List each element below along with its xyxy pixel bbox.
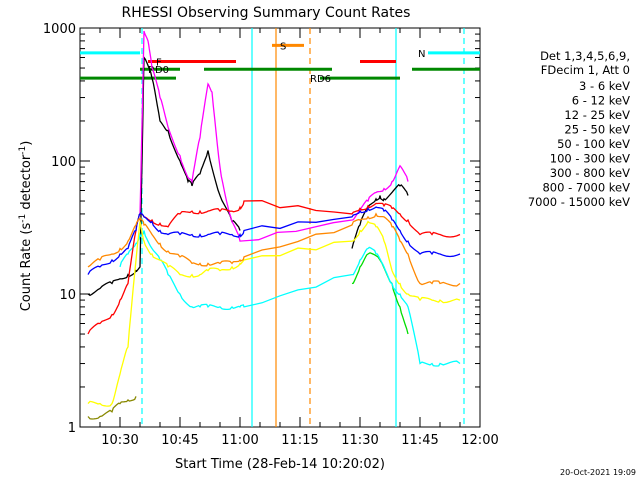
series-line [119,230,461,367]
state-bar-label: S [280,41,286,52]
y-axis-label-main: Count Rate (s [19,223,34,312]
legend-entry: 800 - 7000 keV [542,181,630,195]
state-bar-label: RD0 [148,65,169,76]
legend-entry: 300 - 800 keV [550,166,630,180]
plot-series [87,30,461,420]
series-line [87,206,461,275]
series-line [87,220,461,407]
legend-entry: 6 - 12 keV [572,94,630,108]
series-line [139,30,409,242]
y-axis-label: Count Rate (s-1 detector-1) [18,141,34,312]
legend-entry: 3 - 6 keV [579,79,630,93]
series-line [351,183,409,249]
x-tick-label: 11:45 [401,433,438,448]
state-bar-label: F [156,57,162,68]
y-tick-label: 10 [59,288,76,303]
y-axis-label-end: ) [19,141,34,146]
x-tick-label: 11:30 [341,433,378,448]
series-line [351,252,409,335]
series-line [87,200,461,335]
y-axis-label-sup1: -1 [18,214,28,223]
timestamp: 20-Oct-2021 19:09 [560,468,636,477]
y-axis-label-tail: detector [19,154,34,214]
state-bar-label: N [418,49,425,60]
x-tick-label: 12:00 [461,433,498,448]
x-tick-label: 11:15 [281,433,318,448]
plot-axes: 1 10 100 1000 10:30 10:45 11:00 11:15 11:30 11:45… [43,22,499,448]
y-tick-label: 1000 [43,22,76,37]
x-axis-label: Start Time (28-Feb-14 10:20:02) [175,457,385,472]
legend-entry: 12 - 25 keV [564,108,630,122]
y-tick-label: 100 [51,155,76,170]
legend-header: FDecim 1, Att 0 [541,63,630,77]
x-tick-label: 10:45 [161,433,198,448]
x-tick-label: 10:30 [101,433,138,448]
series-line [87,396,137,420]
state-bar-label: RD6 [310,74,331,85]
series-line [87,212,461,287]
legend-entry: 7000 - 15000 keV [528,195,630,209]
legend-entry: 100 - 300 keV [550,152,630,166]
legend-entry: 50 - 100 keV [557,137,630,151]
legend-header: Det 1,3,4,5,6,9, [540,49,630,63]
chart-title: RHESSI Observing Summary Count Rates [122,5,411,21]
y-axis-label-sup2: -1 [18,146,28,155]
y-tick-label: 1 [68,421,76,436]
series-line [87,55,241,297]
x-tick-label: 11:00 [221,433,258,448]
legend-entry: 25 - 50 keV [564,123,630,137]
plot-legend: Det 1,3,4,5,6,9,FDecim 1, Att 0 3 - 6 keV… [528,49,630,209]
